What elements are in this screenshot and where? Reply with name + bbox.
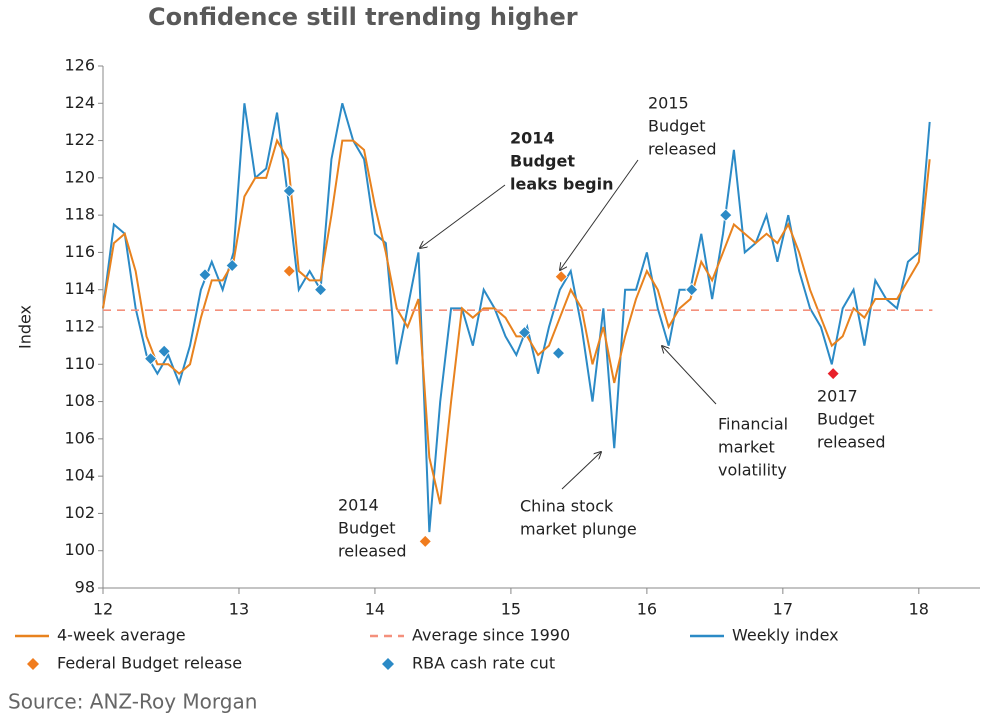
legend-label: 4-week average [57,626,186,645]
y-tick-label: 122 [64,130,95,149]
y-tick-label: 120 [64,167,95,186]
legend-swatch [382,658,394,670]
marker [719,208,733,222]
annotation-arrow [420,184,506,248]
annotation-arrow [561,452,601,490]
marker [418,534,432,548]
legend-label: RBA cash rate cut [412,654,555,673]
annotation-arrow [662,346,717,405]
x-tick-label: 17 [773,600,793,619]
legend-label: Weekly index [732,626,839,645]
marker [225,258,239,273]
annotation: Budget [510,152,575,171]
y-tick-label: 110 [64,354,95,373]
source: Source: ANZ-Roy Morgan [8,690,257,714]
y-tick-label: 98 [75,578,95,597]
annotation: leaks begin [510,175,614,194]
marker [144,352,158,366]
legend-swatch [27,658,39,670]
marker [826,367,840,381]
x-tick-label: 16 [637,600,657,619]
annotation: Budget [817,410,875,429]
y-tick-label: 116 [64,242,95,261]
y-tick-label: 106 [64,428,95,447]
marker [551,346,566,360]
chart-title: Confidence still trending higher [148,3,578,31]
annotation: released [648,140,717,159]
marker [517,326,532,340]
x-tick-label: 14 [365,600,385,619]
legend-label: Average since 1990 [412,626,570,645]
series-line [102,138,931,505]
annotation: released [817,433,886,452]
annotation: 2017 [817,387,858,406]
y-tick-label: 126 [64,56,95,75]
x-tick-label: 15 [501,600,521,619]
annotation: Budget [648,117,706,136]
annotation: volatility [718,461,787,480]
y-tick-label: 104 [64,466,95,485]
annotation: market plunge [520,520,637,539]
y-tick-label: 100 [64,540,95,559]
marker [313,283,328,297]
marker [685,283,699,297]
y-tick-label: 108 [64,391,95,410]
y-tick-label: 124 [64,93,95,112]
marker [282,264,296,278]
marker [198,268,212,282]
y-axis-label: Index [16,305,35,349]
marker [282,184,296,198]
x-tick-label: 18 [909,600,929,619]
annotation: market [718,438,775,457]
annotation: Budget [338,519,396,538]
x-tick-label: 12 [93,600,113,619]
y-tick-label: 102 [64,503,95,522]
legend-label: Federal Budget release [57,654,242,673]
annotation: China stock [520,497,614,516]
annotation-arrow [560,159,639,270]
x-tick-label: 13 [229,600,249,619]
annotation: released [338,542,407,561]
annotation: 2015 [648,94,689,113]
marker [554,270,568,284]
annotation: Financial [718,415,788,434]
annotation: 2014 [338,496,379,515]
y-tick-label: 112 [64,317,95,336]
y-tick-label: 118 [64,205,95,224]
annotation: 2014 [510,129,555,148]
marker [157,344,171,358]
y-tick-label: 114 [64,279,95,298]
